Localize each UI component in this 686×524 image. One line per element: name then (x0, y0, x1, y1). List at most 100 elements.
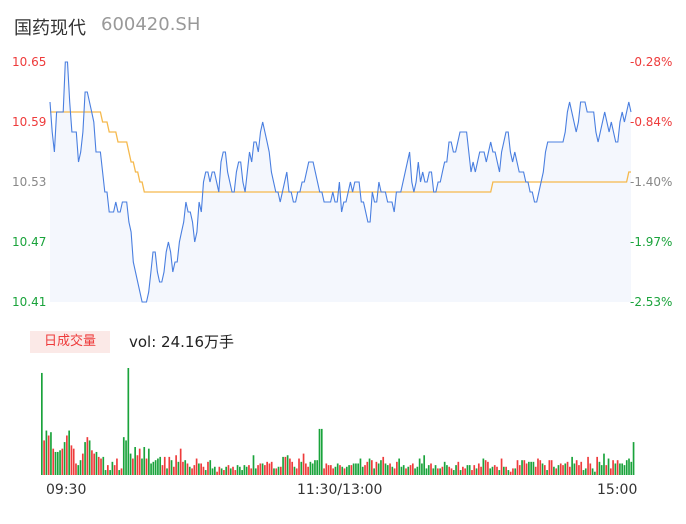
price-tick-label: 10.65 (12, 55, 47, 69)
volume-bar (50, 432, 52, 475)
volume-bar (621, 463, 624, 475)
volume-bar (341, 466, 344, 475)
pct-tick-label: -1.40% (630, 175, 673, 189)
volume-bar (168, 456, 171, 475)
volume-bar (427, 465, 430, 475)
volume-bar (300, 461, 303, 475)
volume-bar (234, 470, 237, 475)
volume-bar (580, 461, 583, 475)
volume-bar (402, 465, 405, 475)
volume-bar (514, 468, 517, 475)
volume-bar (491, 466, 494, 475)
volume-bar (166, 468, 168, 475)
volume-bar (327, 465, 330, 475)
volume-bar (273, 468, 275, 475)
volume-bar (120, 468, 123, 475)
volume-bar (250, 468, 253, 475)
volume-bar (289, 458, 291, 475)
price-tick-label: 10.59 (12, 115, 47, 129)
volume-bar (366, 461, 369, 475)
volume-bar (305, 463, 307, 475)
volume-bar (555, 468, 558, 475)
volume-bar (268, 463, 271, 475)
volume-bar (607, 458, 610, 475)
volume-bar (257, 465, 259, 475)
volume-bar (441, 466, 444, 475)
volume-bar (423, 455, 426, 475)
volume-bar (188, 466, 191, 475)
volume-bar (195, 458, 198, 475)
volume-bar (373, 468, 375, 475)
volume-bar (266, 461, 268, 475)
volume-bar (259, 463, 262, 475)
volume-bar (455, 465, 457, 475)
volume-bar (487, 461, 489, 475)
volume-bar (584, 468, 587, 475)
volume-bar (170, 460, 173, 475)
volume-bar (386, 465, 389, 475)
volume-bar (218, 466, 221, 475)
volume-bar (154, 460, 157, 475)
volume-bar (605, 465, 608, 475)
volume-bar (286, 455, 289, 475)
stock-name: 国药现代 (14, 18, 86, 39)
volume-bar (632, 442, 635, 475)
volume-bar (516, 460, 519, 475)
volume-bar (398, 458, 400, 475)
volume-bar (537, 458, 539, 475)
volume-bar (213, 466, 216, 475)
volume-bar (54, 451, 57, 475)
volume-bar (202, 466, 205, 475)
volume-bar (77, 465, 80, 475)
volume-bar (52, 448, 55, 475)
volume-bar (350, 465, 353, 475)
volume-bar (591, 468, 594, 475)
volume-bar (569, 466, 571, 475)
volume-bar (239, 466, 241, 475)
volume-bar (179, 448, 182, 475)
volume-bar (343, 468, 346, 475)
volume-bar (275, 468, 278, 475)
volume-bar (184, 460, 187, 475)
volume-bar (348, 465, 350, 475)
volume-bar (191, 468, 193, 475)
daily-volume-badge[interactable]: 日成交量 (30, 331, 110, 353)
volume-bar (375, 461, 378, 475)
volume-bar (628, 458, 630, 475)
volume-bar (600, 465, 603, 475)
volume-bar (207, 461, 209, 475)
volume-bar (211, 468, 214, 475)
volume-bar (382, 456, 385, 475)
volume-bar (43, 440, 45, 475)
volume-bar (141, 458, 143, 475)
volume-bar (352, 463, 355, 475)
volume-bar (619, 463, 621, 475)
volume-bar (173, 466, 175, 475)
volume-bar (227, 465, 230, 475)
volume-bar (384, 463, 387, 475)
volume-bar (136, 455, 139, 475)
volume-bar (175, 455, 177, 475)
volume-bar (543, 465, 546, 475)
volume-bar (330, 465, 332, 475)
volume-bar (150, 463, 152, 475)
volume-bar (245, 466, 248, 475)
volume-bar (248, 465, 250, 475)
volume-bar (161, 465, 164, 475)
volume-bar (95, 451, 98, 475)
volume-bar (507, 470, 510, 475)
volume-bar (530, 461, 532, 475)
volume-bar (405, 468, 407, 475)
volume-bar (482, 458, 485, 475)
volume-bar (575, 460, 578, 475)
volume-bar (421, 463, 423, 475)
volume-bar (564, 463, 567, 475)
volume-bar (596, 456, 598, 475)
volume-bar (334, 466, 337, 475)
volume-bar (623, 465, 626, 475)
volume-bar (223, 470, 225, 475)
volume-bar (587, 456, 589, 475)
volume-bar (489, 468, 492, 475)
volume-bar (416, 466, 419, 475)
